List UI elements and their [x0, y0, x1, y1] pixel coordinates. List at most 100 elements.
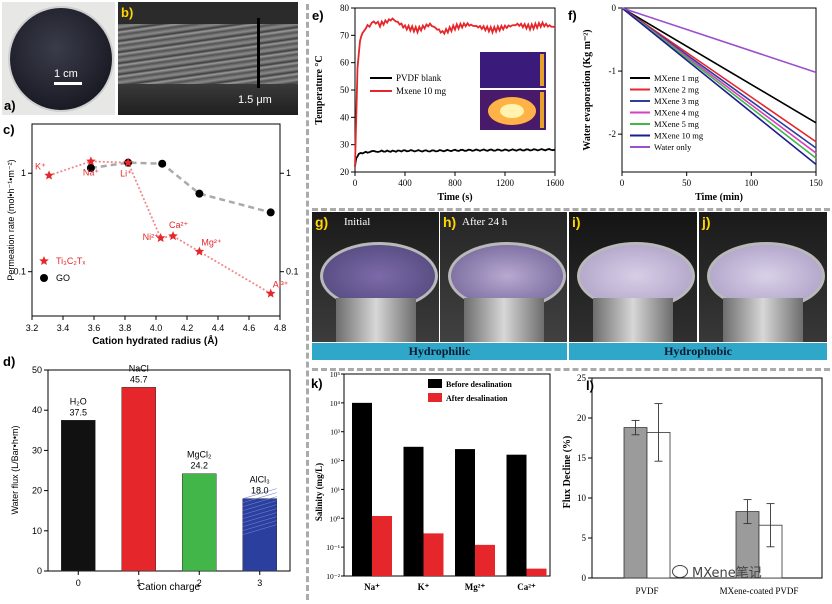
series-line-f-5: [621, 7, 817, 166]
x-tick-label-c: 3.6: [88, 323, 101, 333]
y-tick-label-f: 0: [612, 3, 617, 13]
panel-label-d: d): [3, 354, 15, 369]
y-tick-label-right-c: 1: [286, 168, 291, 178]
bar-value-label-d: 37.5: [69, 407, 87, 417]
bar-hatch-d: [242, 516, 277, 527]
legend-label-e-1: Mxene 10 mg: [396, 86, 446, 96]
point-label-ti3c2tx: Ni²⁺: [143, 232, 159, 242]
x-tick-label-k: Ca²⁺: [517, 582, 536, 592]
y-tick-label-e: 50: [340, 85, 350, 95]
x-tick-label-f: 150: [809, 178, 823, 188]
x-tick-label-f: 0: [620, 178, 625, 188]
scale-bar-a: [54, 82, 82, 85]
bar-hatch-d: [242, 500, 277, 511]
legend-label-go: GO: [56, 273, 70, 283]
y-tick-label-e: 20: [340, 167, 350, 177]
y-tick-label-l: 10: [577, 493, 587, 503]
x-axis-label-d: Cation charge: [138, 582, 201, 593]
x-tick-label-e: 1200: [496, 178, 515, 188]
x-tick-label-c: 4.8: [274, 323, 287, 333]
y-tick-label-k: 10²: [330, 457, 341, 466]
bar-k-0: [455, 449, 475, 576]
y-tick-label-d: 10: [32, 526, 42, 536]
divider-mid-right: [312, 368, 830, 371]
series-line-f-6: [621, 7, 817, 74]
legend-label-k-0: Before desalination: [446, 380, 512, 389]
panel-label-a: a): [4, 98, 16, 113]
photo-h: [440, 212, 567, 342]
legend-marker-k-0: [428, 379, 442, 388]
point-label-ti3c2tx: Ca²⁺: [169, 220, 189, 230]
plot-frame-f: [621, 7, 817, 173]
scale-label-b: 1.5 μm: [238, 94, 272, 106]
y-tick-label-f: -1: [609, 66, 617, 76]
bar-value-label-d: 45.7: [130, 374, 148, 384]
plot-frame-d: [47, 369, 291, 572]
x-tick-label-l: PVDF: [635, 586, 658, 596]
inset-thermal-core: [500, 104, 524, 118]
y-tick-label-f: -2: [609, 129, 617, 139]
bar-k-0: [506, 454, 527, 576]
legend-label-k-1: After desalination: [446, 394, 508, 403]
x-tick-label-c: 4.0: [150, 323, 163, 333]
point-ti3c2tx: [168, 231, 178, 241]
x-tick-label-f: 50: [682, 178, 692, 188]
bar-k-1: [423, 533, 444, 576]
x-tick-label-c: 3.8: [119, 323, 132, 333]
sem-top-dark: [118, 2, 298, 24]
x-tick-label-e: 0: [353, 178, 358, 188]
y-tick-label-k: 10⁴: [330, 399, 341, 408]
bar-hatch-d: [242, 492, 277, 503]
y-tick-label-d: 30: [32, 445, 42, 455]
y-axis-label-c: Permeation rate (mol•h⁻¹•m⁻²): [6, 159, 16, 280]
x-tick-label-c: 4.4: [212, 323, 225, 333]
caption-after-24h: After 24 h: [462, 216, 508, 228]
legend-label-f-3: MXene 4 mg: [654, 108, 700, 118]
y-tick-label-e: 70: [340, 30, 350, 40]
photo-g: [312, 212, 439, 342]
y-tick-label-e: 60: [340, 58, 350, 68]
membrane-disk: [10, 8, 112, 110]
y-tick-label-l: 25: [577, 373, 587, 383]
bar-k-1: [475, 544, 495, 576]
legend-marker-go: [40, 274, 48, 282]
x-tick-label-c: 3.2: [26, 323, 39, 333]
chart-e-temperature: e) 0 400 800 1200 1600 20 30 40 50 60 70 80 Time (s) T…: [312, 3, 565, 203]
y-tick-label-k: 10⁵: [330, 370, 341, 379]
y-tick-label-k: 10¹: [330, 485, 340, 494]
chart-f-evaporation: f) 0 50 100 150 0 -1 -2 Time (min) Water evaporat…: [568, 3, 823, 203]
y-tick-label-l: 20: [577, 413, 587, 423]
y-tick-label-left-c: 1: [21, 168, 26, 178]
y-tick-label-e: 40: [340, 112, 350, 122]
legend-label-ti3c2tx: Ti₃C₂Tₓ: [56, 256, 85, 266]
x-tick-label-f: 100: [745, 178, 759, 188]
point-label-ti3c2tx: K⁺: [35, 161, 46, 171]
x-tick-label-k: Mg²⁺: [465, 582, 486, 592]
panel-label-e: e): [312, 8, 324, 23]
bar-category-label-d: H₂O: [70, 396, 87, 406]
legend-label-f-4: MXene 5 mg: [654, 119, 700, 129]
bar-category-label-d: NaCl: [129, 363, 149, 373]
point-label-ti3c2tx: Mg²⁺: [201, 238, 221, 248]
y-tick-label-k: 10⁰: [329, 514, 340, 523]
dish-stand-i: [593, 298, 673, 342]
photo-strip: g) Initial h) After 24 h i) j) Hydrophil…: [312, 212, 827, 362]
bar-d: [182, 473, 217, 572]
y-tick-label-l: 5: [582, 533, 587, 543]
bar-hatch-d: [242, 512, 277, 523]
wechat-icon: [672, 565, 688, 578]
photo-sem-crosssection: b) 1.5 μm: [118, 2, 298, 115]
x-tick-label-c: 3.4: [57, 323, 70, 333]
bar-k-0: [403, 446, 424, 576]
bar-value-label-d: 24.2: [190, 461, 208, 471]
x-tick-label-c: 4.2: [181, 323, 194, 333]
y-tick-label-k: 10⁻¹: [326, 543, 340, 552]
band-hydrophobic: Hydrophobic: [569, 343, 827, 360]
y-axis-label-e: Temperature °C: [314, 55, 325, 124]
dish-stand-h: [464, 298, 544, 342]
x-tick-label-l: MXene-coated PVDF: [720, 586, 799, 596]
point-go: [266, 208, 275, 217]
bar-hatch-d: [242, 524, 277, 535]
y-tick-label-k: 10⁻²: [326, 572, 340, 581]
